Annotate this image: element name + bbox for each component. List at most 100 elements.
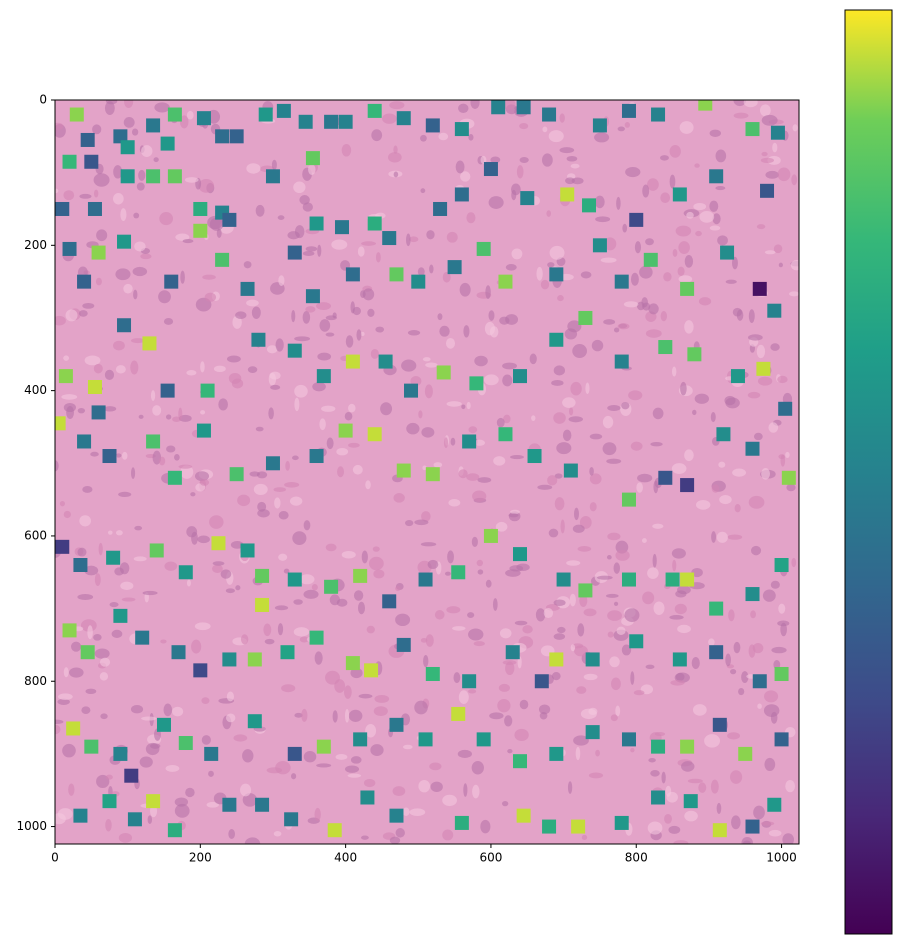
marker	[651, 790, 666, 805]
tissue-blob	[243, 261, 252, 269]
tissue-blob	[647, 178, 659, 191]
marker	[255, 597, 270, 612]
marker	[709, 169, 724, 184]
tissue-blob	[326, 437, 334, 450]
tissue-blob	[55, 315, 66, 326]
tissue-blob	[362, 288, 375, 301]
tissue-blob	[589, 433, 603, 440]
tissue-blob	[537, 484, 553, 490]
tissue-blob	[445, 337, 456, 349]
tissue-blob	[341, 550, 356, 559]
tissue-blob	[747, 334, 763, 341]
tissue-blob	[553, 599, 566, 607]
marker	[476, 732, 491, 747]
tissue-blob	[175, 233, 190, 241]
tissue-blob	[418, 410, 423, 419]
marker	[62, 241, 77, 256]
marker	[614, 274, 629, 289]
marker	[73, 808, 88, 823]
tissue-blob	[194, 471, 210, 482]
marker	[127, 812, 142, 827]
marker	[276, 103, 291, 118]
tissue-blob	[278, 553, 288, 561]
tissue-blob	[159, 212, 173, 226]
tissue-blob	[389, 101, 405, 110]
tissue-blob	[568, 416, 583, 423]
tissue-blob	[718, 461, 726, 468]
tissue-blob	[174, 803, 190, 818]
tissue-blob	[321, 405, 336, 412]
tissue-blob	[209, 217, 224, 231]
tissue-blob	[345, 335, 354, 348]
tissue-blob	[174, 797, 189, 807]
tissue-blob	[292, 531, 307, 545]
tissue-blob	[268, 372, 277, 386]
tissue-blob	[459, 282, 471, 297]
tissue-blob	[439, 325, 450, 337]
tissue-blob	[570, 381, 582, 396]
marker	[698, 100, 713, 111]
tissue-blob	[373, 706, 388, 717]
tissue-blob	[374, 694, 390, 703]
tissue-blob	[553, 412, 566, 424]
tissue-blob	[647, 821, 663, 835]
tissue-blob	[244, 837, 261, 844]
tissue-blob	[575, 746, 581, 761]
marker	[200, 383, 215, 398]
tissue-blob	[630, 272, 639, 286]
marker	[680, 739, 695, 754]
tissue-blob	[133, 212, 140, 219]
tissue-blob	[68, 783, 75, 796]
tissue-blob	[373, 569, 385, 579]
marker	[345, 267, 360, 282]
marker	[360, 790, 375, 805]
tissue-blob	[357, 246, 365, 257]
tissue-blob	[472, 784, 480, 799]
marker	[469, 376, 484, 391]
tissue-blob	[104, 101, 115, 116]
tissue-blob	[457, 749, 472, 758]
marker	[614, 354, 629, 369]
tissue-blob	[573, 735, 589, 746]
tissue-blob	[535, 608, 546, 622]
tissue-blob	[773, 244, 783, 254]
tissue-blob	[678, 241, 690, 254]
tissue-blob	[572, 344, 587, 359]
marker	[665, 572, 680, 587]
tissue-blob	[504, 715, 513, 727]
tissue-blob	[609, 656, 620, 668]
marker	[309, 630, 324, 645]
marker	[549, 652, 564, 667]
tissue-blob	[420, 188, 426, 194]
tissue-blob	[164, 561, 178, 571]
tissue-blob	[166, 414, 172, 420]
tissue-blob	[130, 704, 144, 714]
tissue-blob	[182, 239, 194, 244]
marker	[80, 132, 95, 147]
marker	[353, 732, 368, 747]
tissue-blob	[166, 445, 176, 453]
tissue-blob	[695, 500, 711, 510]
tissue-blob	[372, 546, 380, 552]
marker	[447, 260, 462, 275]
tissue-blob	[715, 186, 726, 191]
marker	[102, 449, 117, 464]
tissue-blob	[488, 196, 504, 209]
tissue-blob	[299, 636, 309, 643]
tissue-blob	[576, 686, 587, 694]
tissue-blob	[652, 407, 664, 420]
tissue-blob	[485, 579, 492, 588]
tissue-blob	[761, 151, 768, 157]
tissue-blob	[446, 231, 458, 243]
tissue-blob	[615, 705, 621, 717]
marker	[222, 797, 237, 812]
tissue-blob	[123, 283, 133, 294]
tissue-blob	[468, 426, 478, 434]
tissue-blob	[263, 623, 272, 637]
tissue-blob	[595, 749, 600, 757]
tissue-blob	[519, 122, 529, 130]
tissue-blob	[77, 407, 86, 414]
tissue-blob	[303, 751, 317, 763]
tissue-blob	[93, 363, 103, 374]
marker	[287, 746, 302, 761]
